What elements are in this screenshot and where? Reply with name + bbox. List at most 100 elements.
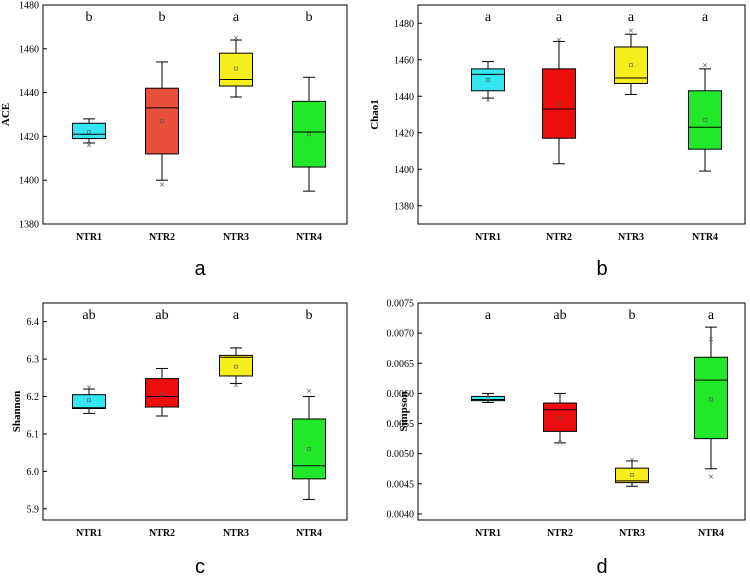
box-NTR4: a NTR4 xyxy=(694,308,728,539)
x-category-label: NTR4 xyxy=(692,232,718,243)
outlier-point xyxy=(708,337,714,342)
outlier-point xyxy=(159,182,165,187)
iqr-box xyxy=(145,378,179,408)
mean-marker xyxy=(234,364,238,369)
y-tick-label: 6.0 xyxy=(27,467,40,478)
box-NTR2: ab NTR2 xyxy=(543,308,577,539)
x-category-label: NTR2 xyxy=(149,232,175,243)
mean-marker xyxy=(160,392,164,397)
x-category-label: NTR3 xyxy=(223,528,249,539)
iqr-box xyxy=(471,395,505,402)
panel-label: b xyxy=(596,258,607,280)
box-NTR1: ab NTR1 xyxy=(72,308,106,539)
x-category-label: NTR1 xyxy=(475,528,501,539)
box-NTR4: b NTR4 xyxy=(292,10,326,243)
x-category-label: NTR3 xyxy=(223,232,249,243)
mean-marker xyxy=(558,415,562,420)
chart-panel-c: 5.9 6.0 6.1 6.2 6.3 6.4 Shannon ab NTR1 ab NTR2 a NT… xyxy=(11,302,348,577)
iqr-box xyxy=(615,467,649,484)
significance-letter: b xyxy=(86,10,93,25)
y-tick-label: 6.2 xyxy=(27,392,40,403)
y-tick-label: 1440 xyxy=(394,92,414,103)
y-tick-label: 1380 xyxy=(394,201,414,212)
outlier-point xyxy=(702,63,708,68)
y-tick-label: 0.0055 xyxy=(387,419,415,430)
y-tick-label: 6.1 xyxy=(27,429,40,440)
y-tick-label: 0.0050 xyxy=(387,449,415,460)
mean-marker xyxy=(486,396,490,401)
outlier-point xyxy=(306,388,312,393)
significance-letter: b xyxy=(159,10,166,25)
y-axis-label: Shannon xyxy=(11,391,23,433)
y-tick-label: 1480 xyxy=(394,19,414,30)
y-tick-label: 1480 xyxy=(19,1,39,12)
box-NTR1: a NTR1 xyxy=(471,10,505,243)
y-tick-label: 1420 xyxy=(394,128,414,139)
x-category-label: NTR4 xyxy=(296,528,322,539)
box-NTR3: b NTR3 xyxy=(615,308,649,539)
iqr-box xyxy=(219,354,253,377)
y-tick-label: 6.4 xyxy=(27,317,40,328)
x-category-label: NTR1 xyxy=(76,232,102,243)
y-tick-label: 0.0070 xyxy=(387,329,415,340)
y-tick-label: 1460 xyxy=(394,55,414,66)
outlier-point xyxy=(556,37,562,42)
plot-frame xyxy=(42,302,348,521)
iqr-box xyxy=(471,68,505,92)
box-NTR3: a NTR3 xyxy=(614,10,648,243)
panel-label: c xyxy=(195,556,205,577)
significance-letter: a xyxy=(485,308,492,323)
mean-marker xyxy=(234,66,238,71)
box-NTR3: a NTR3 xyxy=(219,10,253,243)
mean-marker xyxy=(486,78,490,82)
plot-frame xyxy=(417,4,746,225)
mean-marker xyxy=(629,63,633,68)
mean-marker xyxy=(307,132,311,137)
y-tick-label: 1380 xyxy=(19,220,39,231)
significance-letter: a xyxy=(556,10,563,25)
mean-marker xyxy=(703,118,707,122)
y-tick-label: 5.9 xyxy=(27,504,40,515)
iqr-box xyxy=(688,90,722,150)
outlier-point xyxy=(86,385,92,390)
x-category-label: NTR4 xyxy=(296,232,322,243)
y-tick-label: 0.0060 xyxy=(387,389,415,400)
iqr-box xyxy=(145,87,179,155)
mean-marker xyxy=(87,398,91,403)
significance-letter: a xyxy=(628,10,635,25)
iqr-box xyxy=(292,418,326,480)
y-tick-label: 1460 xyxy=(19,44,39,55)
significance-letter: ab xyxy=(155,308,168,323)
x-category-label: NTR4 xyxy=(698,528,724,539)
box-NTR2: ab NTR2 xyxy=(145,308,179,539)
box-NTR3: a NTR3 xyxy=(219,308,253,539)
iqr-box xyxy=(542,68,576,139)
mean-marker xyxy=(709,397,713,402)
significance-letter: a xyxy=(708,308,715,323)
mean-marker xyxy=(87,130,91,134)
x-category-label: NTR3 xyxy=(619,528,645,539)
mean-marker xyxy=(630,472,634,477)
y-axis-label: Simpson xyxy=(398,391,410,431)
outlier-point xyxy=(708,474,714,479)
plot-frame xyxy=(42,4,348,225)
outlier-point xyxy=(629,457,635,462)
outlier-point xyxy=(485,97,491,102)
panel-label: d xyxy=(596,556,607,577)
x-category-label: NTR1 xyxy=(76,528,102,539)
mean-marker xyxy=(557,101,561,106)
x-category-label: NTR1 xyxy=(475,232,501,243)
chart-panel-b: 138014001420144014601480Chao1aNTR1aNTR2a… xyxy=(369,4,746,280)
box-NTR2: b NTR2 xyxy=(145,10,179,243)
chart-panel-a: 1380 1400 1420 1440 1460 1480 ACE b NTR1 b NTR2 a NT… xyxy=(0,1,348,280)
significance-letter: b xyxy=(306,308,313,323)
y-tick-label: 6.3 xyxy=(27,355,40,366)
iqr-box xyxy=(72,122,106,140)
y-tick-label: 1400 xyxy=(394,165,414,176)
mean-marker xyxy=(307,447,311,451)
significance-letter: a xyxy=(233,308,240,323)
iqr-box xyxy=(219,52,253,87)
mean-marker xyxy=(160,119,164,123)
significance-letter: ab xyxy=(553,308,566,323)
